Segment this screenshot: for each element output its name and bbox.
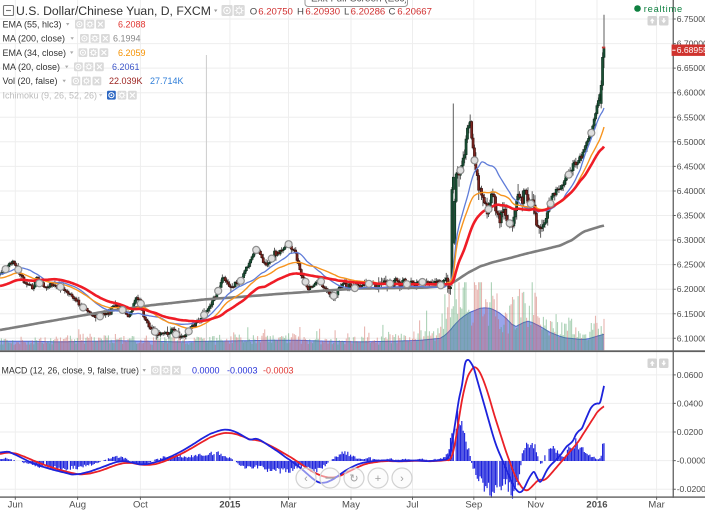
svg-text:›: › xyxy=(400,473,404,485)
svg-text:Jun: Jun xyxy=(8,500,23,511)
svg-text:-0.0200: -0.0200 xyxy=(677,484,705,494)
svg-text:realtime: realtime xyxy=(644,4,683,14)
svg-text:O: O xyxy=(250,6,257,17)
svg-text:6.25000: 6.25000 xyxy=(677,260,705,270)
svg-text:6.35000: 6.35000 xyxy=(677,211,705,221)
svg-text:22.039K: 22.039K xyxy=(109,76,143,86)
svg-text:6.75000: 6.75000 xyxy=(677,14,705,24)
svg-text:-0.0003: -0.0003 xyxy=(227,366,258,376)
svg-text:6.45000: 6.45000 xyxy=(677,161,705,171)
svg-text:6.2061: 6.2061 xyxy=(112,62,140,72)
svg-text:Jul: Jul xyxy=(406,500,418,511)
svg-text:6.2059: 6.2059 xyxy=(118,48,146,58)
svg-text:MA (200, close): MA (200, close) xyxy=(3,34,66,44)
svg-text:-0.0003: -0.0003 xyxy=(263,366,294,376)
svg-text:0.0000: 0.0000 xyxy=(192,366,220,376)
svg-text:0.0600: 0.0600 xyxy=(677,370,704,380)
svg-text:6.20000: 6.20000 xyxy=(677,284,705,294)
svg-text:6.68955: 6.68955 xyxy=(677,45,705,55)
svg-text:L: L xyxy=(344,6,350,17)
svg-text:Sep: Sep xyxy=(465,500,482,511)
svg-text:Oct: Oct xyxy=(133,500,148,511)
svg-text:6.2088: 6.2088 xyxy=(118,19,146,29)
svg-text:6.70000: 6.70000 xyxy=(677,39,705,49)
svg-text:6.15000: 6.15000 xyxy=(677,309,705,319)
svg-text:↻: ↻ xyxy=(349,473,358,485)
svg-text:U.S. Dollar/Chinese Yuan, D, F: U.S. Dollar/Chinese Yuan, D, FXCM xyxy=(16,4,211,18)
svg-text:6.60000: 6.60000 xyxy=(677,88,705,98)
svg-text:6.50000: 6.50000 xyxy=(677,137,705,147)
svg-text:6.1994: 6.1994 xyxy=(113,34,141,44)
svg-text:C: C xyxy=(389,6,396,17)
svg-text:0.0200: 0.0200 xyxy=(677,427,704,437)
svg-text:Ichimoku (9, 26, 52, 26): Ichimoku (9, 26, 52, 26) xyxy=(3,90,98,100)
svg-text:EMA (55, hlc3): EMA (55, hlc3) xyxy=(3,19,62,29)
svg-text:6.10000: 6.10000 xyxy=(677,333,705,343)
svg-text:MA (20, close): MA (20, close) xyxy=(3,62,61,72)
svg-text:MACD (12, 26, close, 9, false,: MACD (12, 26, close, 9, false, true) xyxy=(2,366,139,376)
svg-text:6.20667: 6.20667 xyxy=(397,6,432,17)
svg-text:+: + xyxy=(375,473,381,485)
svg-text:H: H xyxy=(297,6,304,17)
svg-text:6.20286: 6.20286 xyxy=(351,6,386,17)
svg-text:Nov: Nov xyxy=(527,500,544,511)
svg-text:6.20750: 6.20750 xyxy=(258,6,293,17)
svg-text:Exit Full-Screen (Esc): Exit Full-Screen (Esc) xyxy=(311,0,408,4)
svg-text:‹: ‹ xyxy=(304,473,308,485)
svg-text:May: May xyxy=(342,500,360,511)
svg-text:6.30000: 6.30000 xyxy=(677,235,705,245)
svg-text:27.714K: 27.714K xyxy=(150,76,184,86)
svg-text:6.20930: 6.20930 xyxy=(305,6,340,17)
svg-text:2016: 2016 xyxy=(586,500,607,511)
svg-text:0.0400: 0.0400 xyxy=(677,398,704,408)
svg-text:6.40000: 6.40000 xyxy=(677,186,705,196)
svg-text:Vol (20, false): Vol (20, false) xyxy=(3,76,58,86)
svg-text:Aug: Aug xyxy=(69,500,86,511)
svg-text:EMA (34, close): EMA (34, close) xyxy=(3,48,67,58)
svg-text:Mar: Mar xyxy=(648,500,664,511)
svg-text:-0.0000: -0.0000 xyxy=(677,456,705,466)
svg-text:6.55000: 6.55000 xyxy=(677,112,705,122)
svg-text:6.65000: 6.65000 xyxy=(677,63,705,73)
svg-text:Mar: Mar xyxy=(280,500,296,511)
svg-text:2015: 2015 xyxy=(219,500,241,511)
